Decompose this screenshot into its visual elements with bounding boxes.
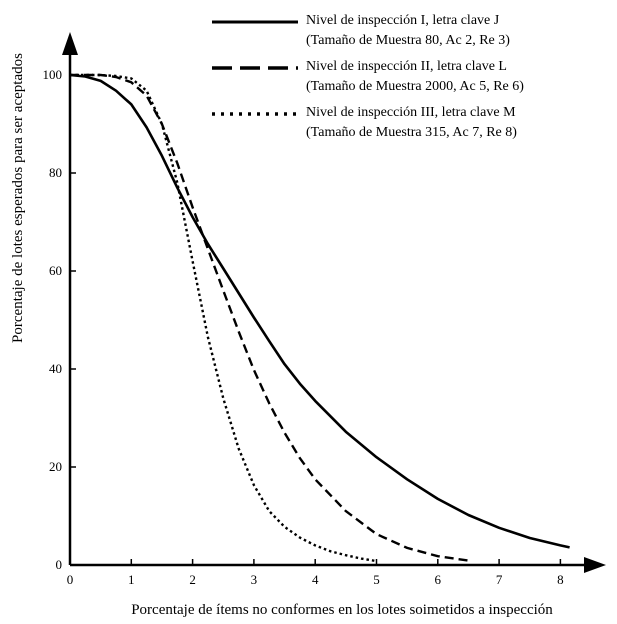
x-tick-label: 4 (312, 572, 319, 587)
x-tick-label: 8 (557, 572, 564, 587)
x-ticks-group: 0 1 2 3 4 5 6 7 8 (67, 559, 564, 587)
legend-label-3: Nivel de inspección III, letra clave M (306, 105, 516, 120)
x-tick-label: 0 (67, 572, 74, 587)
y-tick-label: 40 (49, 361, 62, 376)
series-line-1 (69, 73, 570, 549)
x-tick-label: 1 (128, 572, 135, 587)
x-tick-label: 6 (435, 572, 442, 587)
series-line-2 (70, 73, 469, 562)
legend-label-1: Nivel de inspección I, letra clave J (306, 13, 500, 28)
y-tick-label: 100 (43, 67, 63, 82)
series-line-3 (70, 73, 377, 563)
curves-group (69, 73, 570, 563)
legend-detail-3: (Tamaño de Muestra 315, Ac 7, Re 8) (306, 125, 517, 140)
y-tick-label: 60 (49, 263, 62, 278)
y-tick-label: 0 (56, 557, 63, 572)
x-tick-label: 7 (496, 572, 503, 587)
x-tick-label: 2 (189, 572, 196, 587)
y-tick-label: 80 (49, 165, 62, 180)
legend-detail-1: (Tamaño de Muestra 80, Ac 2, Re 3) (306, 33, 510, 48)
x-tick-label: 5 (373, 572, 380, 587)
x-axis-arrow-icon (584, 557, 606, 573)
x-tick-label: 3 (251, 572, 258, 587)
y-axis-title: Porcentaje de lotes esperados para ser a… (10, 53, 26, 343)
y-tick-label: 20 (49, 459, 62, 474)
x-axis-title: Porcentaje de ítems no conformes en los … (131, 602, 553, 618)
y-ticks-group: 0 20 40 60 80 100 (43, 67, 76, 572)
axes-group (62, 32, 606, 573)
y-axis-arrow-icon (62, 32, 78, 55)
legend: Nivel de inspección I, letra clave J (Tam… (212, 13, 524, 140)
legend-detail-2: (Tamaño de Muestra 2000, Ac 5, Re 6) (306, 79, 524, 94)
legend-label-2: Nivel de inspección II, letra clave L (306, 59, 507, 74)
